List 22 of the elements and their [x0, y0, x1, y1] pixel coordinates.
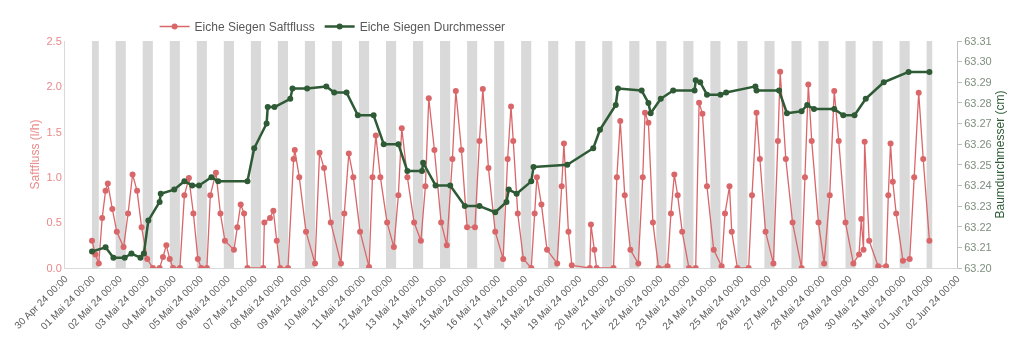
y2-tick-label: 63.23 [964, 199, 992, 212]
y2-tick-label: 63.29 [964, 76, 992, 89]
y2-axis-title: Baumdurchmesser (cm) [992, 90, 1007, 219]
y2-tick-label: 63.31 [964, 34, 992, 47]
y2-tick-label: 63.20 [964, 261, 992, 274]
y2-tick-label: 63.25 [964, 158, 992, 171]
y2-tick-label: 63.27 [964, 117, 992, 130]
y-tick-label: 1.5 [46, 125, 62, 138]
y2-tick-label: 63.26 [964, 138, 992, 151]
legend-label: Eiche Siegen Durchmesser [359, 20, 506, 35]
y-tick-label: 0.0 [46, 261, 62, 274]
y2-tick-label: 63.22 [964, 220, 992, 233]
y2-tick-label: 63.28 [964, 96, 992, 109]
y-tick-label: 2.5 [46, 34, 62, 47]
y2-tick-label: 63.30 [964, 55, 992, 68]
legend-label: Eiche Siegen Saftfluss [194, 20, 315, 35]
y2-tick-label: 63.21 [964, 241, 992, 254]
y-tick-label: 2.0 [46, 80, 62, 93]
y-tick-label: 0.5 [46, 216, 62, 229]
y-axis-title: Saftfluss (l/h) [27, 119, 42, 190]
y2-tick-label: 63.24 [964, 179, 992, 192]
y-tick-label: 1.0 [46, 171, 62, 184]
